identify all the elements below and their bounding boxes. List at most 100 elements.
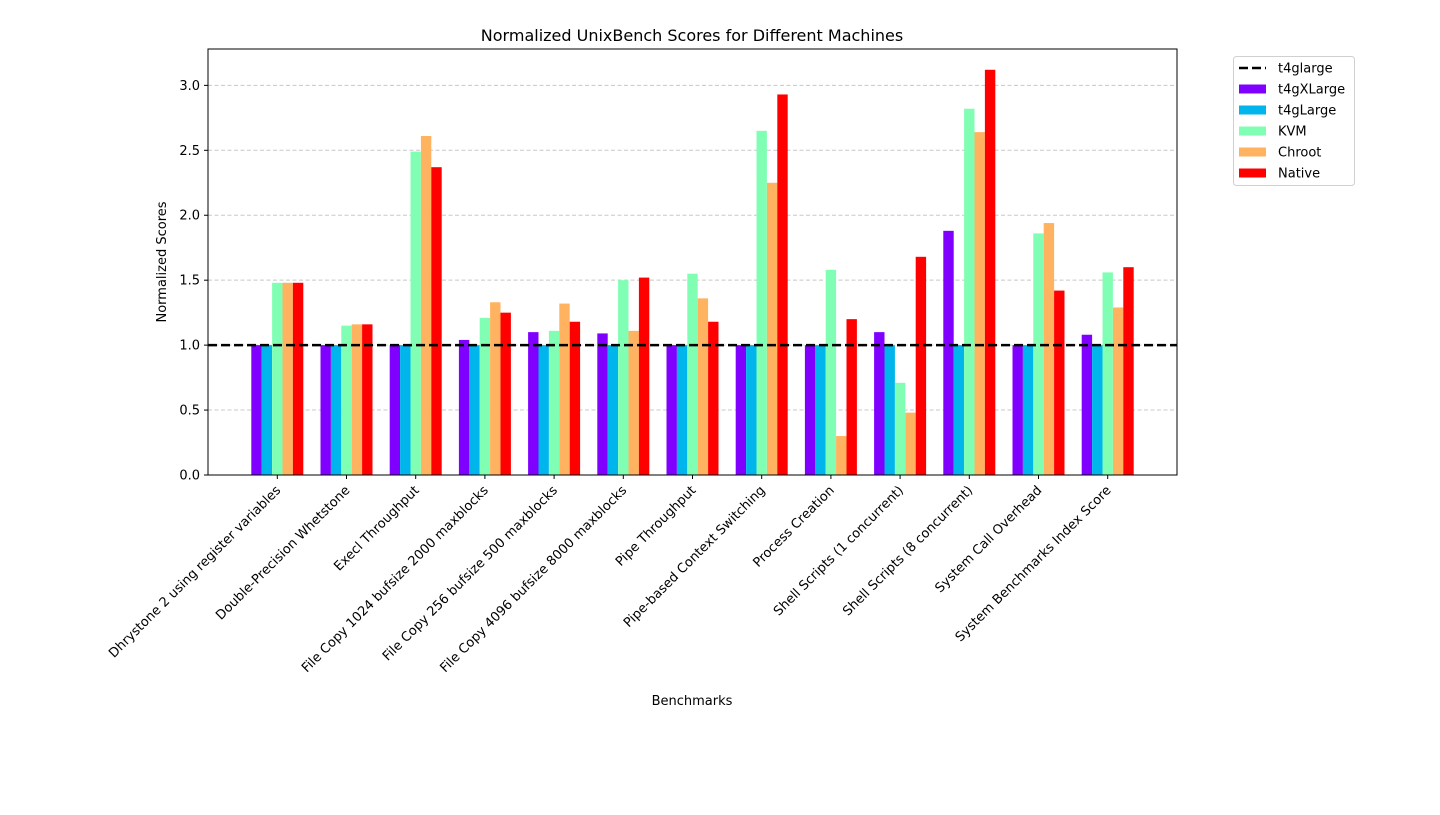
bar: [874, 332, 885, 475]
bar: [528, 332, 539, 475]
bars: [251, 69, 1134, 476]
bar: [884, 345, 895, 475]
bar: [351, 324, 363, 475]
bar: [697, 298, 709, 475]
x-axis-label: Benchmarks: [652, 694, 733, 709]
bar: [964, 108, 975, 476]
x-tick-label: Double-Precision Whetstone: [213, 483, 353, 623]
bar: [420, 136, 432, 475]
chart-title: Normalized UnixBench Scores for Differen…: [481, 26, 903, 45]
bar: [431, 167, 442, 475]
bar: [628, 330, 639, 475]
bar: [687, 273, 698, 475]
legend-label: t4glarge: [1278, 62, 1333, 77]
bar: [915, 256, 927, 475]
bar: [607, 345, 619, 475]
bar: [458, 339, 470, 475]
legend-label: t4gXLarge: [1278, 83, 1345, 98]
y-axis: 0.0 0.5 1.0 1.5 2.0 2.5 3.0: [179, 79, 208, 484]
bar: [638, 277, 650, 475]
legend-swatch: [1239, 105, 1266, 115]
bar: [905, 412, 916, 475]
legend-label: t4gLarge: [1278, 104, 1336, 119]
x-tick-label: System Benchmarks Index Score: [953, 483, 1115, 645]
bar: [1102, 272, 1113, 475]
bar: [974, 132, 985, 475]
legend-label: Chroot: [1278, 146, 1321, 161]
bar: [1043, 223, 1055, 475]
x-tick-label: Shell Scripts (1 concurrent): [771, 483, 907, 619]
bar: [569, 321, 581, 475]
series-t4gLarge: [261, 345, 1103, 475]
series-Native: [292, 69, 1134, 476]
bar: [362, 324, 373, 475]
bar: [490, 302, 501, 475]
bar: [400, 345, 411, 475]
bar: [500, 312, 511, 475]
bar: [1054, 290, 1065, 475]
bar: [341, 325, 352, 475]
bar: [1081, 334, 1093, 475]
legend-label: KVM: [1278, 125, 1307, 140]
x-tick-label: Shell Scripts (8 concurrent): [840, 483, 976, 619]
bar: [479, 317, 491, 475]
bar: [836, 436, 847, 475]
bar: [676, 345, 688, 475]
bar: [410, 151, 421, 476]
series-t4gXLarge: [251, 230, 1093, 475]
bar: [804, 345, 816, 475]
bar: [746, 345, 757, 475]
bar: [1092, 345, 1103, 475]
legend-label: Native: [1278, 167, 1320, 182]
bar: [825, 269, 837, 475]
bar: [292, 282, 304, 475]
y-tick-label: 1.0: [179, 339, 200, 354]
x-axis: Dhrystone 2 using register variablesDoub…: [106, 475, 1115, 676]
bar: [666, 345, 677, 475]
bar: [1012, 345, 1023, 475]
x-tick-label: Pipe-based Context Switching: [621, 483, 769, 631]
bar: [846, 319, 857, 475]
bar: [261, 345, 273, 475]
y-tick-label: 0.0: [179, 469, 200, 484]
bar: [756, 130, 767, 475]
bar: [735, 345, 747, 475]
bar: [559, 303, 570, 475]
bar: [815, 345, 826, 475]
bar: [320, 345, 331, 475]
y-axis-label: Normalized Scores: [155, 201, 170, 322]
legend-swatch: [1239, 168, 1266, 178]
bar: [1123, 267, 1134, 475]
bar: [272, 282, 283, 475]
bar: [984, 69, 996, 475]
bar: [777, 94, 788, 476]
bar: [894, 382, 906, 475]
y-tick-label: 2.0: [179, 209, 200, 224]
y-tick-label: 3.0: [179, 79, 200, 94]
bar: [1022, 345, 1034, 475]
series-KVM: [272, 108, 1113, 476]
bar: [389, 345, 401, 475]
bar: [330, 345, 342, 475]
bar: [618, 280, 629, 475]
bar: [1112, 307, 1124, 475]
bar: [282, 282, 293, 475]
bar: [597, 333, 608, 475]
legend-swatch: [1239, 126, 1266, 136]
bar: [1033, 233, 1044, 475]
series-Chroot: [282, 132, 1124, 475]
y-tick-label: 0.5: [179, 404, 200, 419]
bar: [953, 345, 965, 475]
bar: [548, 330, 560, 475]
y-tick-label: 1.5: [179, 274, 200, 289]
bar: [538, 345, 549, 475]
legend-swatch: [1239, 84, 1266, 94]
y-tick-label: 2.5: [179, 144, 200, 159]
bar: [708, 321, 719, 475]
bar: [766, 182, 778, 475]
bar: [943, 230, 954, 475]
bar: [251, 345, 262, 475]
bar: [469, 345, 480, 475]
